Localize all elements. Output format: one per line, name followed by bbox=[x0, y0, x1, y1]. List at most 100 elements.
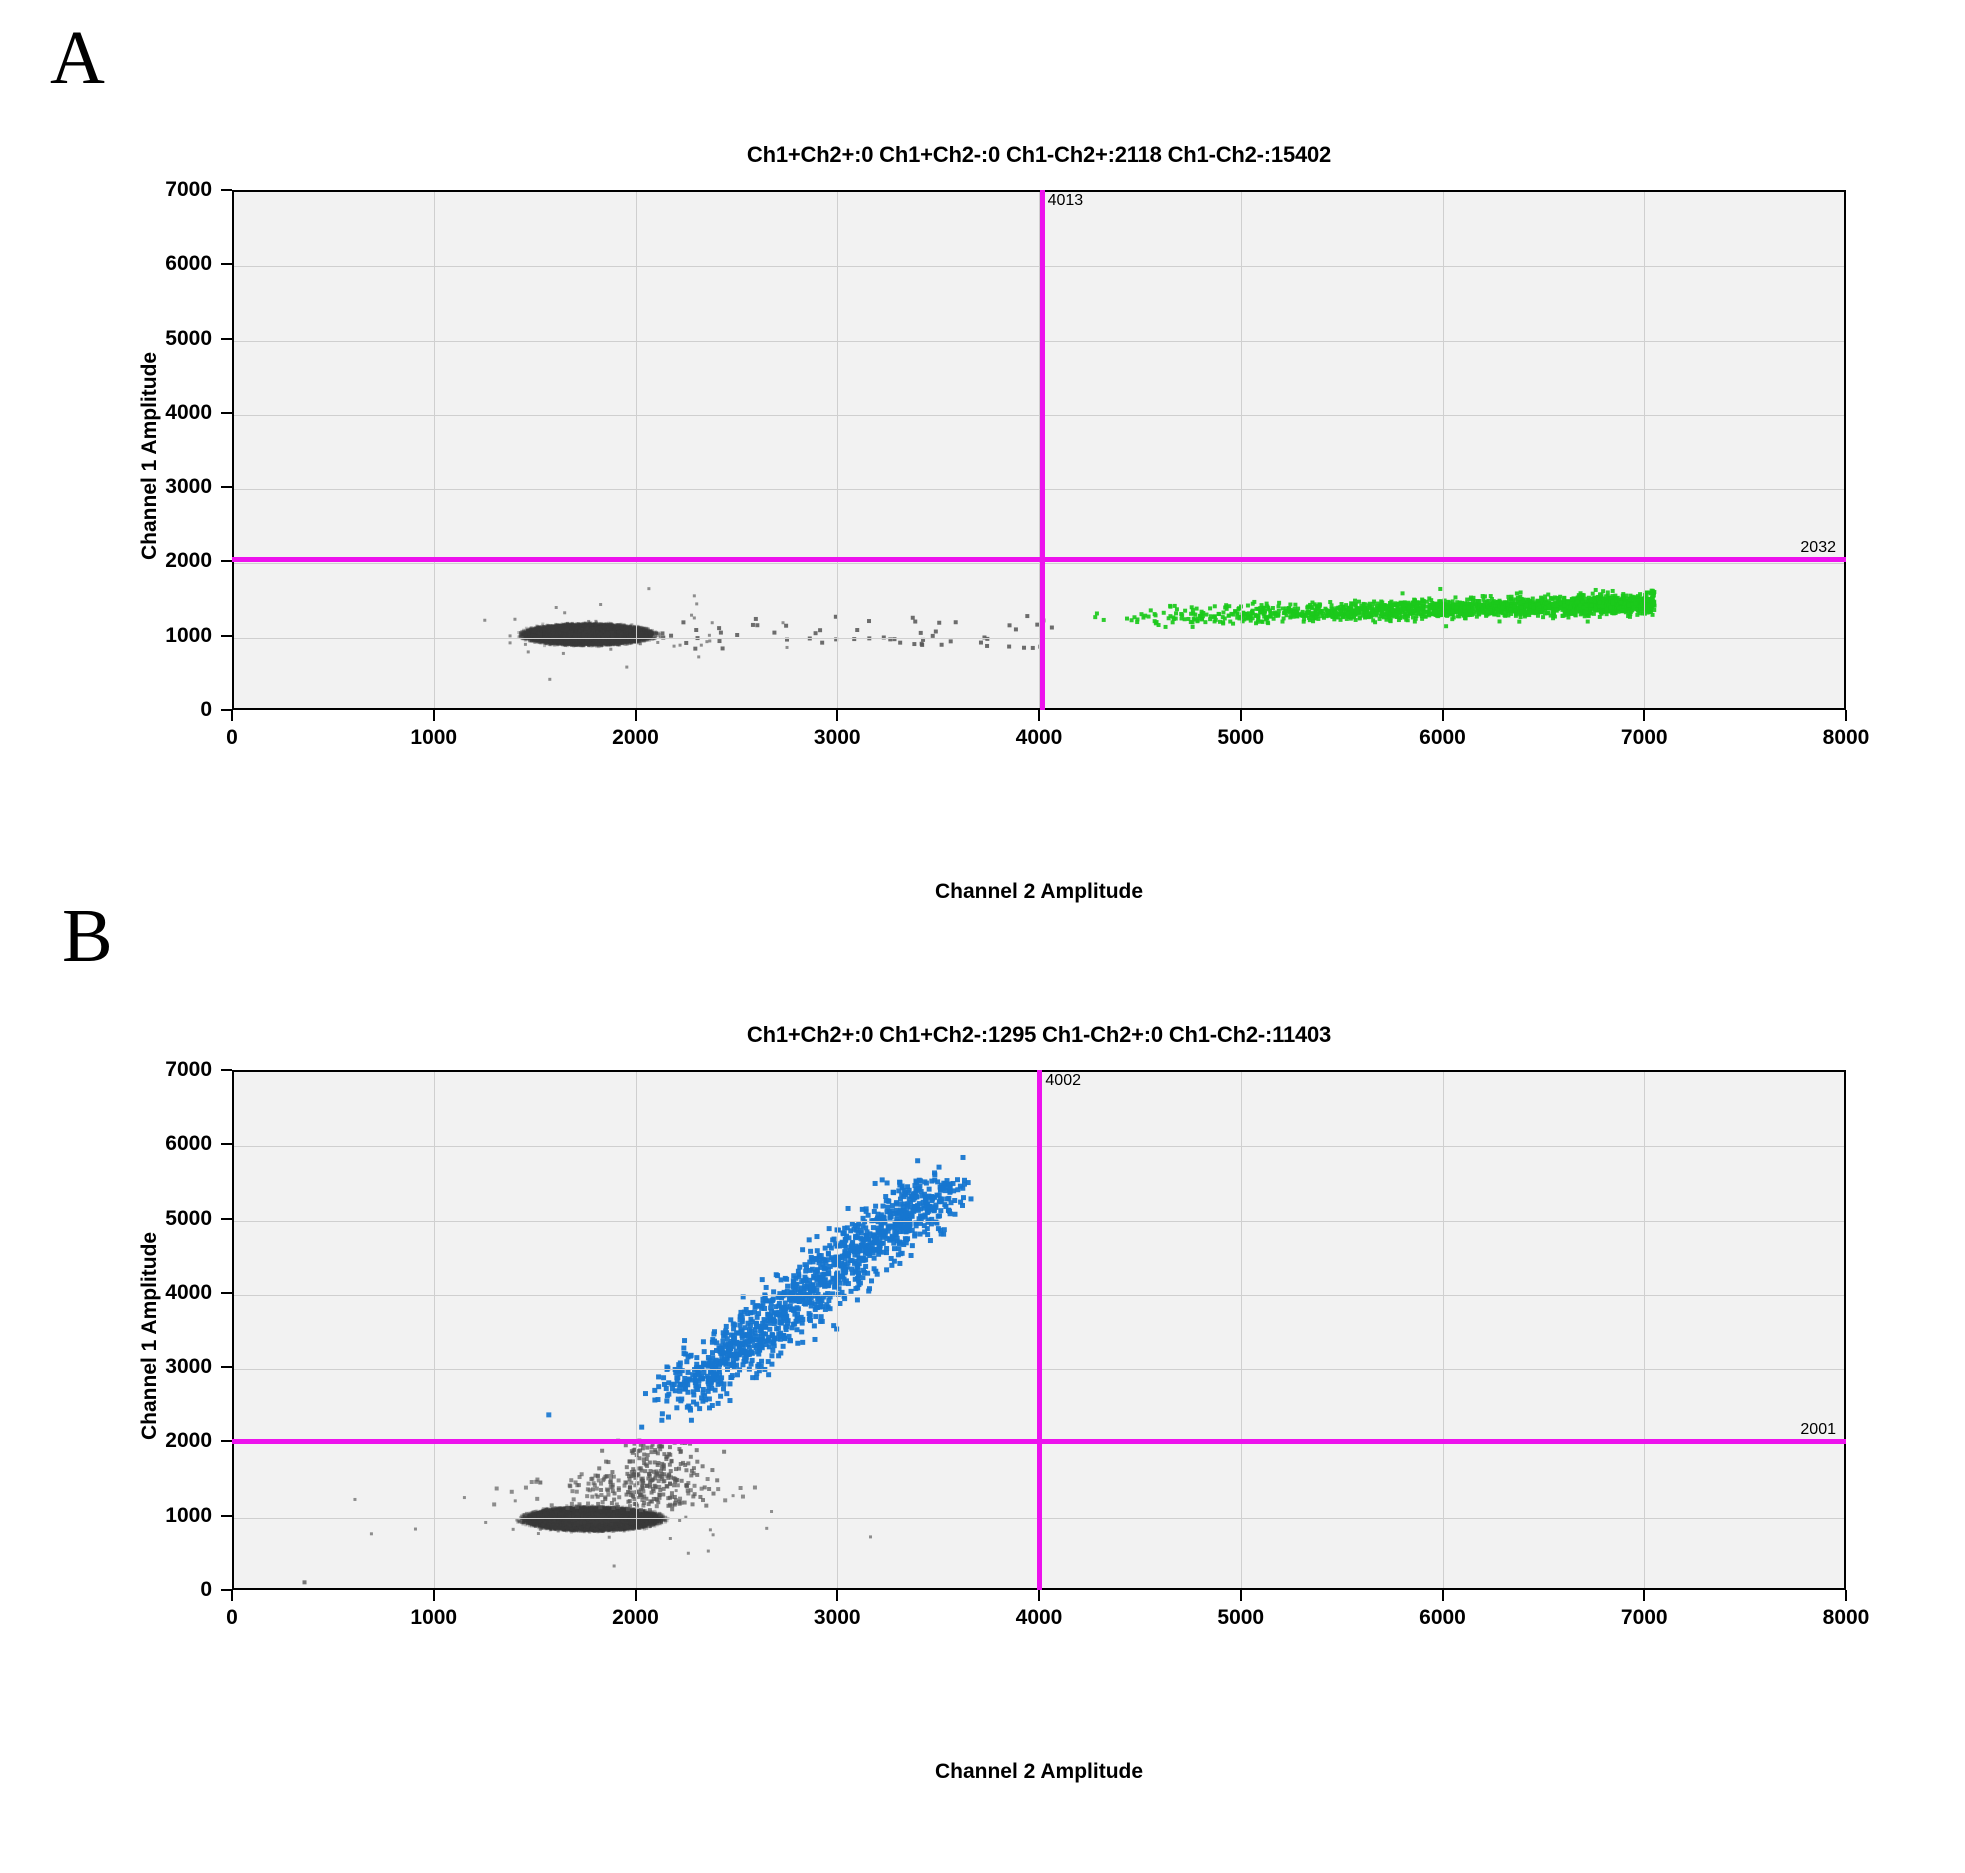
gridline-vertical bbox=[1240, 1072, 1242, 1590]
panel-b-y-axis-line bbox=[232, 1070, 234, 1590]
gridline-horizontal bbox=[232, 563, 1844, 565]
x-axis-tick-mark bbox=[432, 710, 435, 721]
y-axis-tick-label: 4000 bbox=[112, 1281, 212, 1305]
x-axis-tick-label: 3000 bbox=[814, 1606, 861, 1630]
panel-b-vertical-threshold-label: 4002 bbox=[1045, 1072, 1081, 1090]
x-axis-tick-mark bbox=[1643, 710, 1646, 721]
gridline-vertical bbox=[1442, 192, 1444, 710]
gridline-vertical bbox=[635, 192, 637, 710]
y-axis-tick-mark bbox=[221, 1589, 232, 1591]
panel-a-title: Ch1+Ch2+:0 Ch1+Ch2-:0 Ch1-Ch2+:2118 Ch1-… bbox=[232, 142, 1846, 168]
gridline-vertical bbox=[1442, 1072, 1444, 1590]
y-axis-tick-label: 5000 bbox=[112, 327, 212, 351]
x-axis-tick-label: 1000 bbox=[410, 1606, 457, 1630]
x-axis-tick-mark bbox=[1845, 1590, 1847, 1601]
x-axis-tick-label: 0 bbox=[226, 1606, 238, 1630]
x-axis-tick-label: 6000 bbox=[1419, 1606, 1466, 1630]
panel-a-horizontal-threshold-label: 2032 bbox=[1716, 539, 1836, 557]
x-axis-tick-label: 1000 bbox=[410, 726, 457, 750]
y-axis-tick-mark bbox=[221, 189, 232, 191]
x-axis-tick-label: 6000 bbox=[1419, 726, 1466, 750]
x-axis-tick-mark bbox=[1845, 710, 1847, 721]
y-axis-tick-mark bbox=[221, 1143, 232, 1146]
y-axis-tick-mark bbox=[221, 709, 232, 711]
x-axis-tick-mark bbox=[634, 710, 637, 721]
y-axis-tick-mark bbox=[221, 1366, 232, 1369]
panel-a-letter: A bbox=[50, 20, 105, 96]
x-axis-tick-mark bbox=[432, 1590, 435, 1601]
panel-b-horizontal-threshold-line[interactable] bbox=[232, 1439, 1846, 1445]
panel-b-letter: B bbox=[62, 898, 113, 974]
x-axis-tick-mark bbox=[1643, 1590, 1646, 1601]
y-axis-tick-label: 3000 bbox=[112, 475, 212, 499]
panel-a-plot-area bbox=[232, 190, 1846, 710]
panel-b-y-axis-title: Channel 1 Amplitude bbox=[138, 1232, 162, 1440]
gridline-vertical bbox=[635, 1072, 637, 1590]
gridline-vertical bbox=[1240, 192, 1242, 710]
y-axis-tick-mark bbox=[221, 1291, 232, 1294]
x-axis-tick-mark bbox=[634, 1590, 637, 1601]
y-axis-tick-mark bbox=[221, 1440, 232, 1443]
y-axis-tick-label: 5000 bbox=[112, 1207, 212, 1231]
gridline-horizontal bbox=[232, 266, 1844, 268]
y-axis-tick-mark bbox=[221, 1069, 232, 1071]
gridline-horizontal bbox=[232, 414, 1844, 416]
x-axis-tick-mark bbox=[1038, 710, 1040, 721]
x-axis-tick-label: 8000 bbox=[1823, 1606, 1870, 1630]
x-axis-tick-label: 8000 bbox=[1823, 726, 1870, 750]
x-axis-tick-mark bbox=[231, 1590, 233, 1601]
gridline-vertical bbox=[1644, 192, 1646, 710]
panel-b-title: Ch1+Ch2+:0 Ch1+Ch2-:1295 Ch1-Ch2+:0 Ch1-… bbox=[232, 1022, 1846, 1048]
gridline-horizontal bbox=[232, 637, 1844, 639]
y-axis-tick-label: 2000 bbox=[112, 1429, 212, 1453]
y-axis-tick-label: 1000 bbox=[112, 624, 212, 648]
panel-b: B Ch1+Ch2+:0 Ch1+Ch2-:1295 Ch1-Ch2+:0 Ch… bbox=[0, 880, 1965, 1873]
x-axis-tick-label: 5000 bbox=[1217, 726, 1264, 750]
x-axis-tick-label: 2000 bbox=[612, 726, 659, 750]
x-axis-tick-label: 3000 bbox=[814, 726, 861, 750]
panel-a-horizontal-threshold-line[interactable] bbox=[232, 557, 1846, 563]
y-axis-tick-label: 4000 bbox=[112, 401, 212, 425]
y-axis-tick-mark bbox=[221, 1217, 232, 1220]
x-axis-tick-mark bbox=[1239, 1590, 1242, 1601]
y-axis-tick-label: 2000 bbox=[112, 549, 212, 573]
panel-a-y-axis-line bbox=[232, 190, 234, 710]
x-axis-tick-label: 4000 bbox=[1016, 726, 1063, 750]
y-axis-tick-label: 7000 bbox=[112, 1058, 212, 1082]
x-axis-tick-label: 4000 bbox=[1016, 1606, 1063, 1630]
panel-b-vertical-threshold-line[interactable] bbox=[1037, 1070, 1043, 1590]
y-axis-tick-mark bbox=[221, 263, 232, 266]
x-axis-tick-label: 2000 bbox=[612, 1606, 659, 1630]
y-axis-tick-label: 6000 bbox=[112, 1132, 212, 1156]
x-axis-tick-label: 7000 bbox=[1621, 726, 1668, 750]
panel-a-x-axis-title: Channel 2 Amplitude bbox=[232, 880, 1846, 904]
y-axis-tick-mark bbox=[221, 337, 232, 340]
gridline-vertical bbox=[433, 1072, 435, 1590]
gridline-vertical bbox=[433, 192, 435, 710]
gridline-horizontal bbox=[232, 340, 1844, 342]
gridline-vertical bbox=[837, 192, 839, 710]
y-axis-tick-label: 0 bbox=[112, 698, 212, 722]
y-axis-tick-label: 0 bbox=[112, 1578, 212, 1602]
x-axis-tick-mark bbox=[231, 710, 233, 721]
x-axis-tick-label: 0 bbox=[226, 726, 238, 750]
panel-a-vertical-threshold-line[interactable] bbox=[1039, 190, 1045, 710]
y-axis-tick-mark bbox=[221, 411, 232, 414]
gridline-horizontal bbox=[232, 489, 1844, 491]
x-axis-tick-mark bbox=[1441, 1590, 1444, 1601]
panel-b-horizontal-threshold-label: 2001 bbox=[1716, 1421, 1836, 1439]
x-axis-tick-mark bbox=[836, 1590, 839, 1601]
panel-a-scatter-layer bbox=[483, 586, 1657, 681]
x-axis-tick-label: 5000 bbox=[1217, 1606, 1264, 1630]
gridline-vertical bbox=[1039, 192, 1040, 710]
x-axis-tick-mark bbox=[836, 710, 839, 721]
x-axis-tick-mark bbox=[1441, 710, 1444, 721]
y-axis-tick-label: 3000 bbox=[112, 1355, 212, 1379]
y-axis-tick-mark bbox=[221, 560, 232, 563]
y-axis-tick-label: 7000 bbox=[112, 178, 212, 202]
x-axis-tick-label: 7000 bbox=[1621, 1606, 1668, 1630]
panel-b-x-axis-title: Channel 2 Amplitude bbox=[232, 1760, 1846, 1784]
x-axis-tick-mark bbox=[1239, 710, 1242, 721]
gridline-vertical bbox=[1644, 1072, 1646, 1590]
panel-a: A Ch1+Ch2+:0 Ch1+Ch2-:0 Ch1-Ch2+:2118 Ch… bbox=[0, 0, 1965, 930]
